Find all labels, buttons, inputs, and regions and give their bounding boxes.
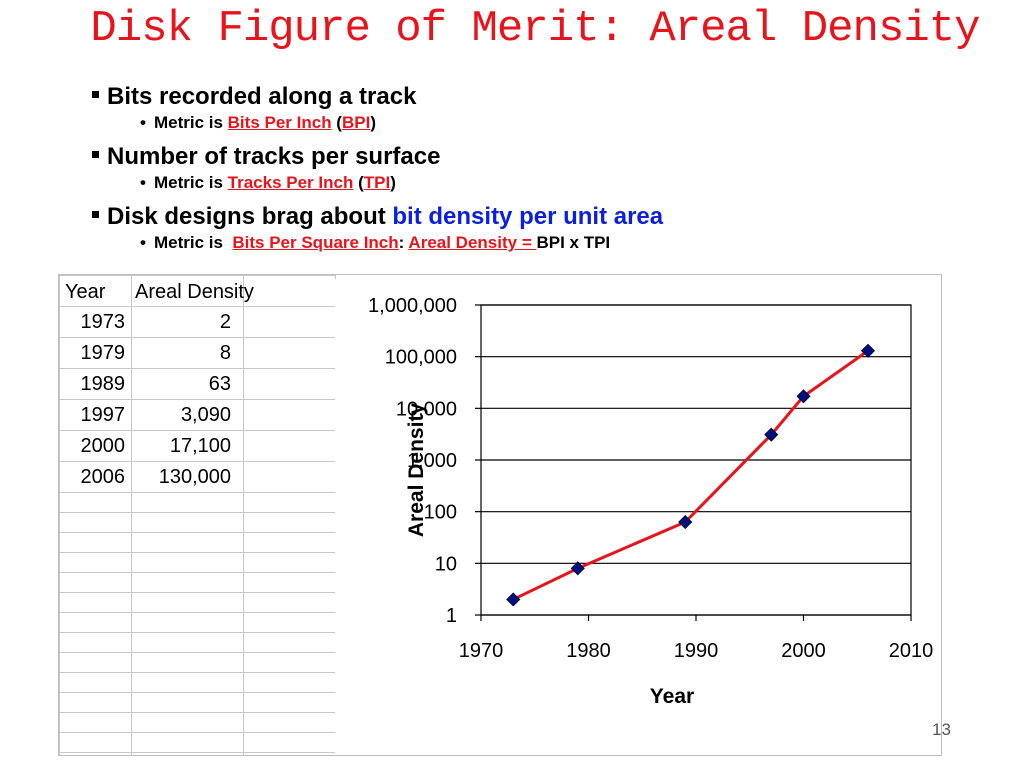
y-tick-label: 1 xyxy=(446,605,457,627)
table-cell-density[interactable]: 63 xyxy=(208,373,231,395)
abbr-link[interactable]: TPI xyxy=(363,173,391,192)
header-cell-areal-density[interactable]: Areal Density xyxy=(135,281,254,303)
equals-sign: = xyxy=(517,233,537,252)
series-line xyxy=(512,349,869,601)
y-tick-label: 10,000 xyxy=(396,398,457,420)
header-cell-year[interactable]: Year xyxy=(65,281,106,303)
data-point-marker xyxy=(506,592,521,607)
bullet-highlight: bit density per unit area xyxy=(392,203,664,230)
bullet-disk-designs-brag: Disk designs brag about bit density per … xyxy=(92,202,972,232)
data-point-marker xyxy=(570,561,585,576)
sub-bullet-tpi: • Metric is Tracks Per Inch (TPI) xyxy=(140,172,972,194)
colon-separator: : xyxy=(398,233,409,252)
bullet-text: Number of tracks per surface xyxy=(107,143,441,170)
abbr-link[interactable]: BPI xyxy=(341,113,371,132)
y-tick-label: 100 xyxy=(424,502,457,524)
y-tick-label: 10 xyxy=(435,553,457,575)
bullet-bits-along-track: Bits recorded along a track xyxy=(92,82,972,112)
bullet-list: Bits recorded along a track • Metric is B… xyxy=(92,82,972,262)
term-link[interactable]: Bits Per Square Inch xyxy=(232,233,399,252)
sub-bullet-prefix: Metric is xyxy=(153,113,228,132)
term2-link[interactable]: Areal Density xyxy=(408,233,518,252)
y-axis-title: Areal Density xyxy=(405,403,428,538)
x-axis-title: Year xyxy=(650,685,694,708)
table-cell-density[interactable]: 2 xyxy=(219,311,231,333)
chart-area: 1 10 100 1,000 10,000 100,000 1,000,000 1970 198… xyxy=(335,279,941,755)
bullet-text: Disk designs brag about xyxy=(107,203,393,230)
square-bullet-icon xyxy=(92,211,99,219)
paren-close: ) xyxy=(390,173,396,192)
x-tick-label: 1970 xyxy=(459,640,504,662)
formula-text: BPI x TPI xyxy=(536,233,611,252)
sub-bullet-areal-density: • Metric is Bits Per Square Inch: Areal D… xyxy=(140,232,972,254)
table-cell-density[interactable]: 17,100 xyxy=(169,435,231,457)
x-tick-label: 1990 xyxy=(674,640,719,662)
table-cell-density[interactable]: 3,090 xyxy=(180,404,231,426)
term-link[interactable]: Tracks Per Inch xyxy=(227,173,354,192)
sub-bullet-prefix: Metric is xyxy=(153,233,233,252)
data-point-marker xyxy=(860,343,876,358)
table-cell-density[interactable]: 130,000 xyxy=(158,466,231,488)
table-cell-year[interactable]: 1979 xyxy=(80,342,126,364)
x-tick-label: 2010 xyxy=(889,640,934,662)
table-cell-year[interactable]: 1973 xyxy=(80,311,126,333)
dot-bullet-icon: • xyxy=(140,173,146,192)
dot-bullet-icon: • xyxy=(140,233,146,252)
table-cell-year[interactable]: 2000 xyxy=(80,435,126,457)
x-tick-label: 2000 xyxy=(781,640,826,662)
data-point-marker xyxy=(796,389,811,404)
spreadsheet-embed: Year Areal Density 1973 2 1979 8 1989 63 1997 3,0… xyxy=(58,274,942,756)
y-tick-label: 100,000 xyxy=(385,347,457,369)
data-point-marker xyxy=(678,514,693,530)
slide-title: Disk Figure of Merit: Areal Density xyxy=(90,4,980,54)
page-number: 13 xyxy=(932,720,951,739)
y-tick-label: 1,000 xyxy=(407,450,457,472)
table-cell-year[interactable]: 2006 xyxy=(80,466,126,488)
table-cell-density[interactable]: 8 xyxy=(219,342,231,364)
sub-bullet-bpi: • Metric is Bits Per Inch (BPI) xyxy=(140,112,972,134)
table-cell-year[interactable]: 1997 xyxy=(80,404,126,426)
table-cell-year[interactable]: 1989 xyxy=(80,373,126,395)
square-bullet-icon xyxy=(92,91,99,99)
y-tick-label: 1,000,000 xyxy=(368,295,457,317)
bullet-text: Bits recorded along a track xyxy=(107,83,417,110)
square-bullet-icon xyxy=(92,151,99,159)
dot-bullet-icon: • xyxy=(140,113,146,132)
paren-open: ( xyxy=(353,173,364,192)
paren-open: ( xyxy=(331,113,342,132)
bullet-tracks-per-surface: Number of tracks per surface xyxy=(92,142,972,172)
paren-close: ) xyxy=(370,113,376,132)
x-tick-label: 1980 xyxy=(566,640,611,662)
term-link[interactable]: Bits Per Inch xyxy=(227,113,332,132)
data-point-marker xyxy=(764,427,779,442)
areal-density-chart: 1 10 100 1,000 10,000 100,000 1,000,000 1970 198… xyxy=(368,295,934,708)
sub-bullet-prefix: Metric is xyxy=(153,173,228,192)
